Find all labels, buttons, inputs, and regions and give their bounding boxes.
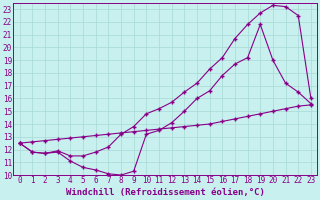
X-axis label: Windchill (Refroidissement éolien,°C): Windchill (Refroidissement éolien,°C) (66, 188, 265, 197)
